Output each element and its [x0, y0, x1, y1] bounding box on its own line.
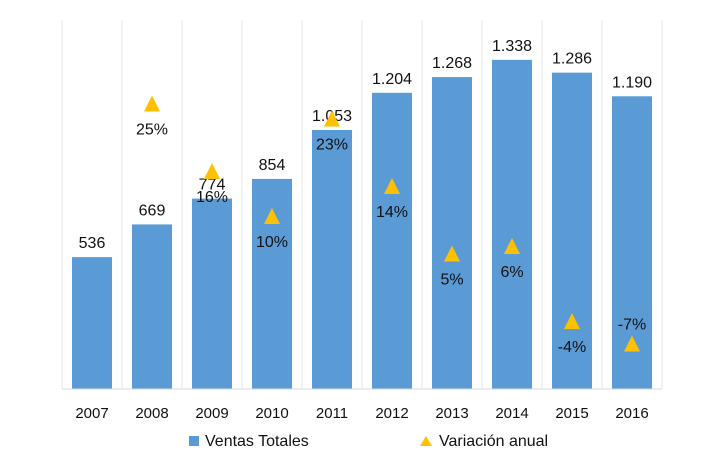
marker-value-label: 16% [196, 189, 228, 206]
x-tick-label: 2012 [375, 405, 408, 422]
marker-series-variacion-anual [144, 95, 640, 352]
bar-series-ventas-totales [72, 59, 652, 390]
bar-value-label: 1.286 [552, 51, 592, 68]
marker-value-label: -7% [618, 317, 646, 334]
x-tick-label: 2013 [435, 405, 468, 422]
bar-value-label: 854 [259, 157, 286, 174]
x-tick-label: 2007 [75, 405, 108, 422]
triangle-marker [324, 110, 340, 127]
x-tick-label: 2016 [615, 405, 648, 422]
bar-value-label: 669 [139, 202, 166, 219]
category-gridlines [61, 20, 663, 389]
marker-value-label: 6% [500, 264, 523, 281]
legend: Ventas Totales Variación anual [189, 433, 548, 450]
x-tick-label: 2015 [555, 405, 588, 422]
x-tick-label: 2008 [135, 405, 168, 422]
triangle-marker [564, 313, 580, 329]
bar [372, 92, 412, 389]
marker-value-label: 5% [440, 272, 463, 289]
triangle-marker [204, 163, 220, 179]
triangle-marker [144, 95, 160, 112]
bar-value-label: 1.338 [492, 38, 532, 55]
marker-value-label: -4% [558, 339, 586, 356]
bar [192, 198, 232, 389]
bar-value-label: 1.190 [612, 74, 652, 91]
x-tick-label: 2009 [195, 405, 228, 422]
marker-value-label: 23% [316, 137, 348, 154]
marker-data-labels: 25% 16% 10% 23% 14% 5% 6% -4% -7% [136, 122, 646, 357]
bar-value-label: 1.204 [372, 71, 412, 88]
x-axis-ticks: 2007 2008 2009 2010 2011 2012 2013 2014 2015 2016 [75, 405, 648, 422]
x-tick-label: 2010 [255, 405, 288, 422]
bar [552, 72, 592, 390]
bar-data-labels: 5366697748541.0531.2041.2681.3381.2861.1… [79, 38, 652, 252]
bar [432, 77, 472, 390]
triangle-marker [264, 208, 280, 224]
legend-swatch-ventas-totales [189, 436, 199, 446]
bar [72, 257, 112, 389]
triangle-marker [444, 245, 460, 262]
legend-swatch-variacion-anual [420, 436, 432, 446]
bar-value-label: 1.268 [432, 55, 472, 72]
marker-value-label: 10% [256, 234, 288, 251]
bar [132, 224, 172, 389]
bar [492, 59, 532, 390]
triangle-marker [384, 178, 400, 194]
marker-value-label: 14% [376, 204, 408, 221]
x-tick-label: 2011 [316, 405, 348, 422]
bar-value-label: 774 [199, 177, 226, 194]
bar-value-label: 536 [79, 235, 106, 252]
x-tick-label: 2014 [495, 405, 528, 422]
legend-label-variacion-anual: Variación anual [439, 433, 548, 450]
triangle-marker [624, 335, 640, 352]
bar [312, 129, 352, 389]
marker-value-label: 25% [136, 122, 168, 139]
triangle-marker [504, 238, 520, 254]
legend-label-ventas-totales: Ventas Totales [205, 433, 309, 450]
